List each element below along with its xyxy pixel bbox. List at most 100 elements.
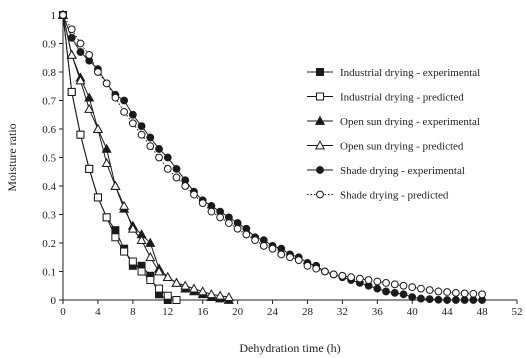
x-tick-label: 40 bbox=[407, 306, 419, 318]
legend-label: Industrial drying - predicted bbox=[340, 92, 464, 104]
y-tick-label: 0.1 bbox=[42, 267, 56, 279]
legend-label: Shade drying - predicted bbox=[340, 190, 449, 202]
series-5 bbox=[59, 11, 486, 304]
data-point bbox=[417, 294, 425, 303]
data-point bbox=[155, 145, 163, 153]
series-line bbox=[62, 14, 483, 301]
axes: 0 4 8 12 16 20 24 28 32 36 40 44 48 5200.10.20.30.40.… bbox=[42, 10, 522, 318]
data-point bbox=[163, 165, 172, 173]
legend-item: Industrial drying - experimental bbox=[307, 67, 480, 79]
x-tick-label: 28 bbox=[302, 306, 314, 318]
data-point bbox=[137, 267, 146, 276]
data-point bbox=[101, 143, 112, 153]
data-point bbox=[162, 271, 173, 282]
x-tick-label: 36 bbox=[372, 306, 384, 318]
x-axis-title: Dehydration time (h) bbox=[239, 341, 340, 355]
legend-item: Industrial drying - predicted bbox=[307, 92, 464, 104]
x-tick-label: 20 bbox=[232, 306, 244, 318]
y-tick-label: 0.2 bbox=[42, 238, 56, 250]
y-tick-label: 0.6 bbox=[42, 124, 56, 136]
data-point bbox=[373, 284, 382, 293]
legend-label: Industrial drying - experimental bbox=[340, 67, 480, 79]
data-point bbox=[443, 296, 452, 304]
data-point bbox=[172, 173, 181, 182]
x-tick-label: 32 bbox=[337, 306, 348, 318]
legend-marker bbox=[314, 115, 326, 125]
data-point bbox=[67, 33, 76, 42]
data-point bbox=[224, 219, 233, 227]
x-tick-label: 48 bbox=[477, 306, 489, 318]
y-tick-label: 0 bbox=[51, 295, 57, 307]
legend-label: Open sun drying - predicted bbox=[340, 141, 464, 153]
y-tick-label: 0.7 bbox=[42, 96, 56, 108]
data-point bbox=[163, 153, 172, 162]
data-point bbox=[206, 289, 217, 299]
data-point bbox=[277, 250, 286, 259]
data-point bbox=[347, 273, 356, 282]
data-point bbox=[390, 280, 399, 289]
data-point bbox=[390, 288, 399, 297]
data-point bbox=[146, 133, 155, 142]
data-point bbox=[408, 283, 417, 292]
data-point bbox=[84, 92, 95, 102]
data-point bbox=[207, 207, 216, 216]
legend-item: Shade drying - predicted bbox=[307, 190, 449, 202]
data-point bbox=[294, 256, 303, 265]
legend-label: Shade drying - experimental bbox=[340, 165, 465, 177]
y-tick-label: 0.3 bbox=[42, 210, 56, 222]
data-point bbox=[312, 264, 321, 273]
data-point bbox=[451, 288, 460, 297]
data-point bbox=[94, 68, 102, 76]
data-point bbox=[399, 281, 408, 290]
data-point bbox=[425, 286, 434, 294]
data-point bbox=[59, 11, 67, 19]
data-point bbox=[434, 295, 443, 304]
x-tick-label: 4 bbox=[95, 306, 101, 318]
data-point bbox=[120, 96, 129, 105]
legend-item: Open sun drying - experimental bbox=[307, 115, 480, 128]
data-point bbox=[163, 291, 172, 300]
data-point bbox=[233, 224, 242, 233]
data-point bbox=[443, 288, 452, 296]
x-tick-label: 8 bbox=[130, 306, 136, 318]
data-point bbox=[128, 119, 137, 128]
data-point bbox=[102, 79, 111, 88]
data-point bbox=[181, 182, 190, 190]
data-point bbox=[268, 244, 277, 253]
data-point bbox=[84, 103, 95, 113]
data-point bbox=[110, 180, 121, 190]
data-point bbox=[85, 164, 94, 173]
x-tick-label: 12 bbox=[162, 306, 173, 318]
data-point bbox=[155, 284, 164, 293]
data-point bbox=[92, 123, 103, 133]
data-point bbox=[136, 234, 147, 245]
data-point bbox=[76, 130, 85, 139]
series-3 bbox=[57, 9, 234, 304]
data-point bbox=[119, 200, 130, 210]
series-layer bbox=[57, 9, 486, 304]
x-tick-label: 52 bbox=[512, 306, 523, 318]
data-point bbox=[67, 25, 76, 34]
y-tick-label: 0.9 bbox=[42, 39, 56, 51]
x-tick-label: 0 bbox=[60, 306, 66, 318]
data-point bbox=[399, 290, 408, 299]
data-point bbox=[286, 253, 294, 262]
data-point bbox=[66, 49, 77, 59]
data-point bbox=[101, 157, 112, 168]
data-point bbox=[303, 261, 312, 270]
data-point bbox=[85, 51, 94, 59]
data-point bbox=[127, 223, 138, 233]
data-point bbox=[76, 39, 85, 48]
data-point bbox=[434, 287, 443, 296]
series-2 bbox=[59, 11, 181, 304]
data-point bbox=[111, 93, 120, 102]
data-point bbox=[408, 293, 417, 302]
x-tick-label: 24 bbox=[267, 306, 279, 318]
data-point bbox=[338, 271, 347, 280]
data-point bbox=[382, 287, 390, 296]
data-point bbox=[67, 87, 76, 96]
data-point bbox=[188, 283, 200, 293]
data-point bbox=[180, 280, 191, 290]
data-point bbox=[425, 295, 434, 304]
y-tick-label: 0.8 bbox=[42, 67, 56, 79]
